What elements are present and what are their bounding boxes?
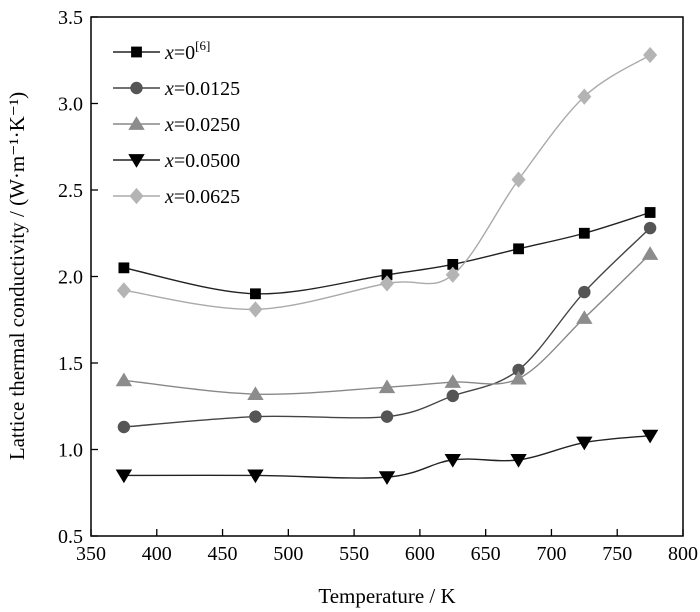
data-point-series-4 bbox=[115, 469, 133, 484]
series-markers-group bbox=[115, 46, 659, 485]
data-point-series-4 bbox=[378, 471, 396, 485]
data-point-series-5 bbox=[577, 88, 592, 105]
x-axis-label: Temperature / K bbox=[318, 584, 455, 608]
data-point-series-5 bbox=[379, 275, 395, 292]
data-point-series-3 bbox=[510, 370, 527, 385]
data-point-series-1 bbox=[578, 227, 590, 239]
data-point-series-2 bbox=[117, 420, 131, 434]
x-tick-label: 450 bbox=[208, 543, 238, 565]
data-point-series-4 bbox=[576, 436, 593, 451]
data-point-series-5 bbox=[511, 171, 526, 188]
data-point-series-1 bbox=[513, 243, 524, 255]
legend-variable: x bbox=[164, 78, 174, 100]
x-tick-label: 650 bbox=[471, 543, 501, 565]
data-point-series-3 bbox=[247, 386, 264, 401]
legend-value: =0.0500 bbox=[174, 150, 240, 172]
data-point-series-1 bbox=[250, 288, 261, 300]
y-tick-label: 1.0 bbox=[58, 440, 83, 462]
legend-variable: x bbox=[164, 114, 174, 136]
legend-variable: x bbox=[164, 42, 174, 64]
y-tick-label: 2.0 bbox=[58, 267, 83, 289]
legend-marker-2 bbox=[130, 81, 143, 95]
data-point-series-2 bbox=[446, 389, 459, 403]
x-tick-label: 700 bbox=[536, 543, 566, 565]
x-tick-label: 600 bbox=[405, 543, 435, 565]
data-point-series-3 bbox=[378, 379, 396, 394]
data-point-series-2 bbox=[249, 410, 262, 423]
x-tick-label: 350 bbox=[76, 543, 106, 565]
legend-label-3: x=0.0250 bbox=[164, 114, 240, 136]
legend-label-4: x=0.0500 bbox=[164, 150, 240, 172]
y-tick-label: 3.5 bbox=[58, 7, 83, 29]
x-tick-label: 550 bbox=[339, 543, 369, 565]
data-point-series-4 bbox=[247, 469, 264, 484]
legend-marker-4 bbox=[128, 154, 145, 168]
y-tick-label: 0.5 bbox=[58, 526, 83, 548]
data-point-series-2 bbox=[380, 410, 394, 423]
y-tick-label: 3.0 bbox=[58, 94, 83, 116]
series-line-2 bbox=[123, 227, 651, 428]
legend-variable: x bbox=[164, 150, 174, 172]
data-point-series-4 bbox=[510, 453, 527, 468]
data-point-series-5 bbox=[248, 301, 263, 318]
legend-variable: x bbox=[164, 186, 174, 208]
data-point-series-3 bbox=[115, 372, 133, 387]
x-tick-label: 800 bbox=[668, 543, 698, 565]
x-tick-label: 500 bbox=[273, 543, 303, 565]
legend-value: =0.0125 bbox=[174, 78, 240, 100]
y-tick-label: 1.5 bbox=[58, 353, 83, 375]
data-point-series-3 bbox=[444, 374, 461, 388]
legend-label-5: x=0.0625 bbox=[164, 186, 240, 208]
legend-label-2: x=0.0125 bbox=[164, 78, 240, 100]
data-point-series-2 bbox=[643, 221, 657, 235]
data-point-series-4 bbox=[444, 453, 461, 468]
legend-marker-1 bbox=[131, 46, 142, 58]
legend-value: =0.0625 bbox=[174, 186, 240, 208]
legend-reference: [6] bbox=[195, 38, 210, 53]
data-point-series-5 bbox=[116, 282, 131, 299]
x-tick-label: 750 bbox=[602, 543, 632, 565]
ticks-group: 350 400 450 500 550 600 650 700 750 800 0.5 1.0 1.5 2… bbox=[58, 7, 698, 565]
data-point-series-2 bbox=[578, 285, 591, 299]
data-point-series-3 bbox=[641, 246, 659, 260]
y-tick-label: 2.5 bbox=[58, 180, 83, 202]
legend-value: =0 bbox=[174, 42, 195, 64]
legend-marker-3 bbox=[128, 116, 145, 130]
x-tick-label: 400 bbox=[142, 543, 172, 565]
legend-marker-5 bbox=[129, 187, 144, 205]
y-axis-label: Lattice thermal conductivity / (W·m⁻¹·K⁻… bbox=[5, 92, 29, 460]
data-point-series-3 bbox=[576, 310, 593, 324]
legend-value: =0.0250 bbox=[174, 114, 240, 136]
data-point-series-5 bbox=[445, 266, 460, 283]
data-point-series-1 bbox=[644, 207, 656, 218]
data-point-series-5 bbox=[643, 46, 658, 64]
legend-label-1: x=0[6] bbox=[164, 38, 210, 64]
data-point-series-4 bbox=[641, 429, 659, 444]
data-point-series-1 bbox=[118, 262, 130, 274]
